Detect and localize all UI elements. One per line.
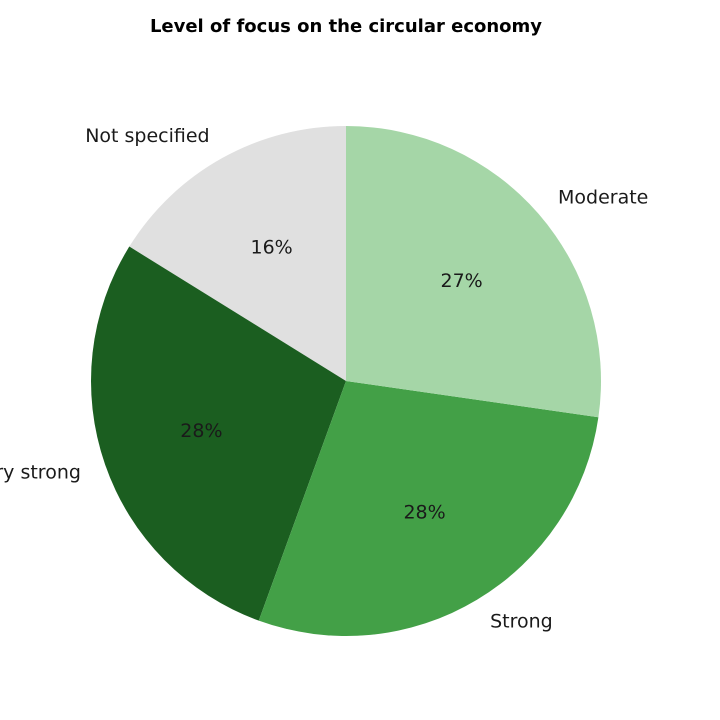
pie-slice-strong	[258, 381, 599, 637]
slice-percent-very-strong: 28%	[180, 420, 222, 442]
chart-title: Level of focus on the circular economy	[150, 16, 542, 37]
slice-percent-not-specified: 16%	[250, 236, 292, 258]
pie-slice-not-specified	[129, 126, 346, 381]
pie-slices	[90, 126, 601, 637]
slice-percent-strong: 28%	[403, 501, 445, 523]
pie-labels: Not specified 16% Very strong 28% Strong 28% M…	[0, 125, 648, 633]
slice-label-very-strong: Very strong	[0, 462, 81, 484]
pie-slice-moderate	[346, 126, 601, 418]
pie-slice-very-strong	[90, 246, 347, 621]
slice-label-not-specified: Not specified	[85, 125, 209, 147]
slice-label-strong: Strong	[490, 611, 553, 633]
slice-label-moderate: Moderate	[558, 186, 648, 208]
slice-percent-moderate: 27%	[441, 270, 483, 292]
